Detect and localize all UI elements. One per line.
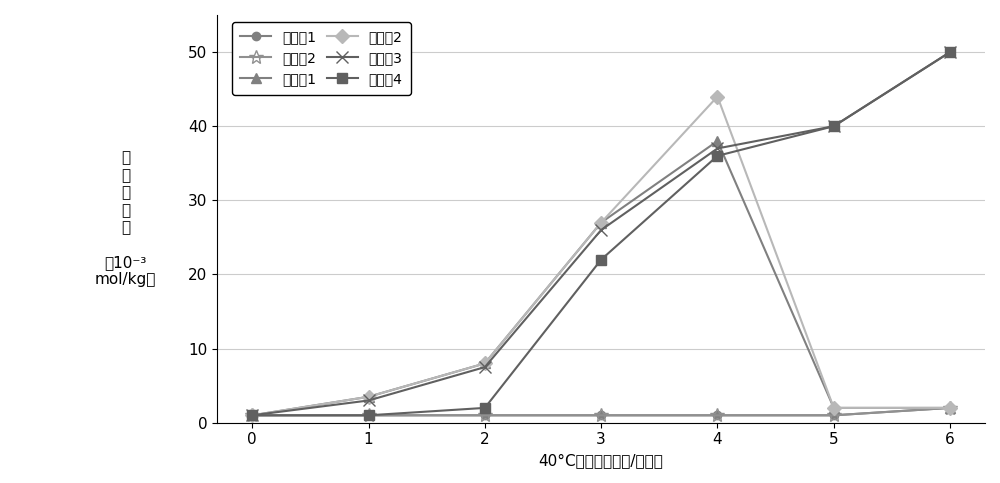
实施例1 xyxy=(479,412,491,418)
实施例2 xyxy=(711,412,723,418)
对比例2 xyxy=(479,360,491,366)
对比例3 xyxy=(479,364,491,370)
Line: 对比例3: 对比例3 xyxy=(246,46,956,422)
对比例4 xyxy=(479,405,491,411)
对比例3 xyxy=(363,398,375,403)
实施例2 xyxy=(828,412,840,418)
Line: 对比例2: 对比例2 xyxy=(247,92,955,420)
对比例3 xyxy=(711,145,723,151)
对比例1 xyxy=(828,405,840,411)
对比例1 xyxy=(944,405,956,411)
Line: 对比例1: 对比例1 xyxy=(247,136,955,420)
对比例4 xyxy=(595,257,607,263)
实施例1 xyxy=(595,412,607,418)
对比例2 xyxy=(363,394,375,399)
对比例4 xyxy=(711,153,723,159)
对比例2 xyxy=(944,405,956,411)
实施例1 xyxy=(828,412,840,418)
实施例2 xyxy=(479,412,491,418)
X-axis label: 40°C高温老化时间/（周）: 40°C高温老化时间/（周） xyxy=(539,453,664,468)
对比例3 xyxy=(828,123,840,129)
实施例1 xyxy=(246,412,258,418)
对比例4 xyxy=(363,412,375,418)
对比例3 xyxy=(595,227,607,233)
对比例3 xyxy=(246,412,258,418)
实施例2 xyxy=(363,412,375,418)
对比例3 xyxy=(944,49,956,55)
对比例4 xyxy=(944,49,956,55)
对比例1 xyxy=(711,138,723,144)
实施例2 xyxy=(246,412,258,418)
Line: 实施例1: 实施例1 xyxy=(248,404,954,419)
Line: 实施例2: 实施例2 xyxy=(245,401,957,422)
Legend: 实施例1, 实施例2, 对比例1, 对比例2, 对比例3, 对比例4: 实施例1, 实施例2, 对比例1, 对比例2, 对比例3, 对比例4 xyxy=(232,22,411,95)
对比例2 xyxy=(828,405,840,411)
Line: 对比例4: 对比例4 xyxy=(247,47,955,420)
对比例2 xyxy=(711,94,723,99)
对比例1 xyxy=(363,394,375,399)
实施例2 xyxy=(944,405,956,411)
对比例2 xyxy=(595,220,607,226)
对比例1 xyxy=(479,360,491,366)
实施例1 xyxy=(944,405,956,411)
实施例1 xyxy=(363,412,375,418)
对比例1 xyxy=(595,220,607,226)
实施例1 xyxy=(711,412,723,418)
对比例1 xyxy=(246,412,258,418)
对比例4 xyxy=(246,412,258,418)
Y-axis label: 酸
残
留
浓
度

（10⁻³
mol/kg）: 酸 残 留 浓 度 （10⁻³ mol/kg） xyxy=(95,151,156,287)
对比例2 xyxy=(246,412,258,418)
实施例2 xyxy=(595,412,607,418)
对比例4 xyxy=(828,123,840,129)
